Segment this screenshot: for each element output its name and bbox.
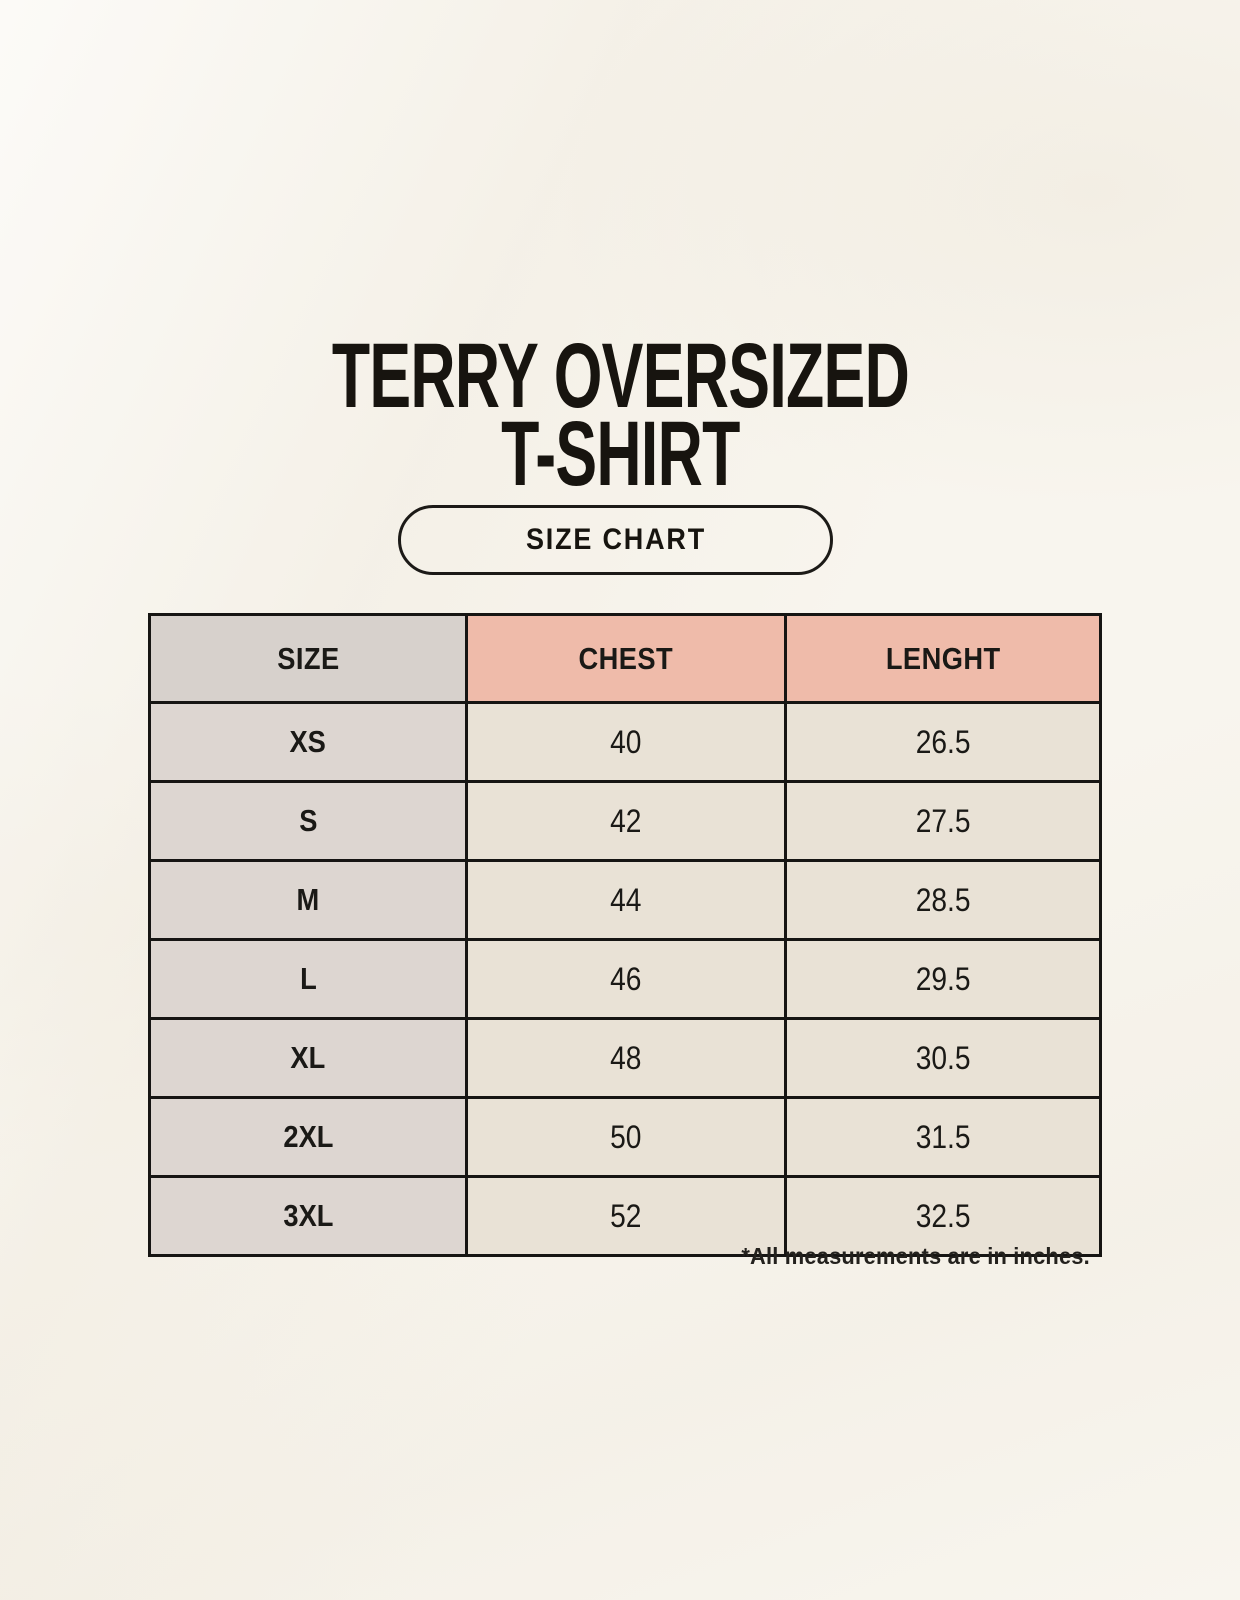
size-chart-table: SIZE CHEST LENGHT XS 40 26.5 S 42 27.5 — [148, 613, 1102, 1257]
chest-cell: 44 — [465, 859, 787, 941]
length-cell: 26.5 — [784, 701, 1102, 783]
column-header-chest: CHEST — [465, 613, 787, 704]
product-title-line1: TERRY OVERSIZED — [331, 325, 909, 427]
size-chart-pill: SIZE CHART — [398, 505, 833, 575]
table-row: M 44 28.5 — [148, 859, 1102, 941]
size-cell: M — [148, 859, 468, 941]
measurements-footnote-text: *All measurements are in inches. — [741, 1243, 1090, 1269]
size-cell: S — [148, 780, 468, 862]
product-title: TERRY OVERSIZED T-SHIRT — [0, 325, 1240, 505]
length-cell: 31.5 — [784, 1096, 1102, 1178]
table-row: L 46 29.5 — [148, 938, 1102, 1020]
length-cell: 30.5 — [784, 1017, 1102, 1099]
measurements-footnote: *All measurements are in inches. — [723, 1243, 1090, 1270]
chest-cell: 40 — [465, 701, 787, 783]
size-cell: 3XL — [148, 1175, 468, 1257]
chest-cell: 52 — [465, 1175, 787, 1257]
length-cell: 29.5 — [784, 938, 1102, 1020]
chest-cell: 50 — [465, 1096, 787, 1178]
length-cell: 28.5 — [784, 859, 1102, 941]
column-header-size: SIZE — [148, 613, 468, 704]
column-header-length-label: LENGHT — [885, 640, 1001, 676]
size-cell: XS — [148, 701, 468, 783]
table-header-row: SIZE CHEST LENGHT — [148, 613, 1102, 704]
table-row: 3XL 52 32.5 — [148, 1175, 1102, 1257]
table-row: S 42 27.5 — [148, 780, 1102, 862]
size-chart-pill-label: SIZE CHART — [525, 523, 706, 556]
length-cell: 27.5 — [784, 780, 1102, 862]
column-header-length: LENGHT — [784, 613, 1102, 704]
chest-cell: 46 — [465, 938, 787, 1020]
table-row: 2XL 50 31.5 — [148, 1096, 1102, 1178]
length-cell: 32.5 — [784, 1175, 1102, 1257]
size-cell: XL — [148, 1017, 468, 1099]
size-cell: L — [148, 938, 468, 1020]
product-title-line2: T-SHIRT — [500, 403, 740, 505]
size-cell: 2XL — [148, 1096, 468, 1178]
table-row: XS 40 26.5 — [148, 701, 1102, 783]
chest-cell: 42 — [465, 780, 787, 862]
column-header-chest-label: CHEST — [578, 640, 674, 676]
chest-cell: 48 — [465, 1017, 787, 1099]
table-row: XL 48 30.5 — [148, 1017, 1102, 1099]
column-header-size-label: SIZE — [276, 640, 340, 676]
